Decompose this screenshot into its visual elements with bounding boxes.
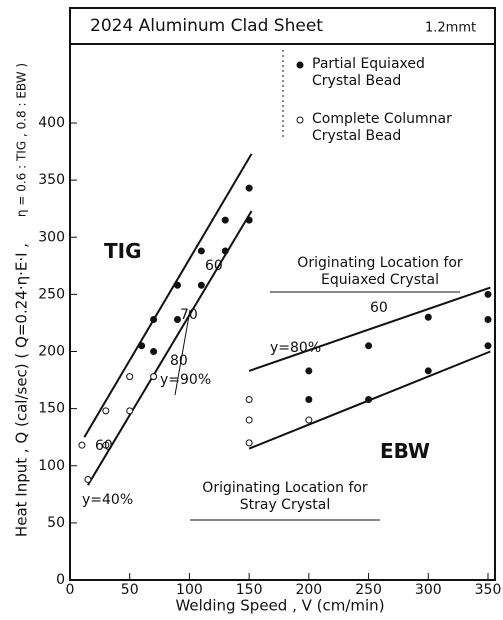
point (173, 316, 181, 324)
point (305, 367, 313, 375)
point (365, 342, 373, 350)
point (150, 373, 158, 381)
point (245, 216, 253, 224)
point (126, 407, 134, 415)
point (126, 373, 134, 381)
annotation: 60 (95, 438, 113, 454)
point (221, 216, 229, 224)
point (102, 441, 110, 449)
boundary-line (248, 286, 491, 372)
y-axis-note: η = 0.6 : TIG , 0.8 : EBW ) (15, 63, 29, 217)
annotation: y=80% (270, 340, 322, 356)
point (245, 184, 253, 192)
x-tick-label: 0 (66, 582, 75, 598)
point (102, 407, 110, 415)
annotation: y=40% (82, 492, 134, 508)
y-tick-label: 400 (38, 115, 65, 131)
point (84, 475, 92, 483)
x-tick-label: 250 (355, 582, 382, 598)
boundary-line (83, 153, 253, 438)
legend-marker (296, 61, 304, 69)
annotation: Originating Location for Equiaxed Crysta… (297, 255, 463, 288)
chart-title: 2024 Aluminum Clad Sheet (90, 16, 323, 36)
y-tick-label: 100 (38, 458, 65, 474)
x-tick-label: 100 (176, 582, 203, 598)
point (484, 290, 492, 298)
annotation: Originating Location for Stray Crystal (202, 480, 368, 513)
x-tick-label: 200 (295, 582, 322, 598)
legend-marker (296, 116, 304, 124)
annotation: 60 (370, 300, 388, 316)
legend-label: Partial Equiaxed Crystal Bead (312, 56, 425, 89)
y-tick-label: 300 (38, 229, 65, 245)
x-tick-label: 300 (415, 582, 442, 598)
point (197, 247, 205, 255)
legend-label: Complete Columnar Crystal Bead (312, 111, 452, 144)
annotation: 70 (180, 307, 198, 323)
y-tick-label: 0 (56, 572, 65, 588)
point (150, 316, 158, 324)
annotation: y=90% (160, 372, 212, 388)
point (424, 367, 432, 375)
x-tick-label: 150 (236, 582, 263, 598)
point (245, 416, 253, 424)
point (424, 313, 432, 321)
point (173, 281, 181, 289)
point (150, 348, 158, 355)
annotation: 80 (170, 353, 188, 369)
annotation: TIG (104, 239, 142, 263)
point (221, 247, 229, 255)
point (484, 342, 492, 350)
y-tick-label: 200 (38, 344, 65, 360)
point (305, 395, 313, 403)
y-tick-label: 250 (38, 286, 65, 302)
annotation: EBW (380, 439, 430, 463)
point (365, 395, 373, 403)
point (484, 316, 492, 324)
point (138, 342, 146, 350)
point (305, 416, 313, 424)
y-tick-label: 50 (47, 515, 65, 531)
leader (174, 309, 191, 396)
chart-subtitle: 1.2mmt (425, 21, 476, 36)
point (245, 395, 253, 403)
boundary-line (87, 210, 253, 486)
x-tick-label: 50 (121, 582, 139, 598)
y-tick-label: 150 (38, 401, 65, 417)
x-axis-label: Welding Speed , V (cm/min) (175, 597, 384, 615)
x-tick-label: 350 (475, 582, 502, 598)
point (78, 441, 86, 449)
annotation: 60 (205, 258, 223, 274)
title-box (69, 7, 496, 45)
y-tick-label: 350 (38, 172, 65, 188)
y-axis-label: Heat Input , Q (cal/sec) ( Q=0.24·η·E·I … (13, 243, 31, 537)
point (197, 281, 205, 289)
point (245, 439, 253, 447)
